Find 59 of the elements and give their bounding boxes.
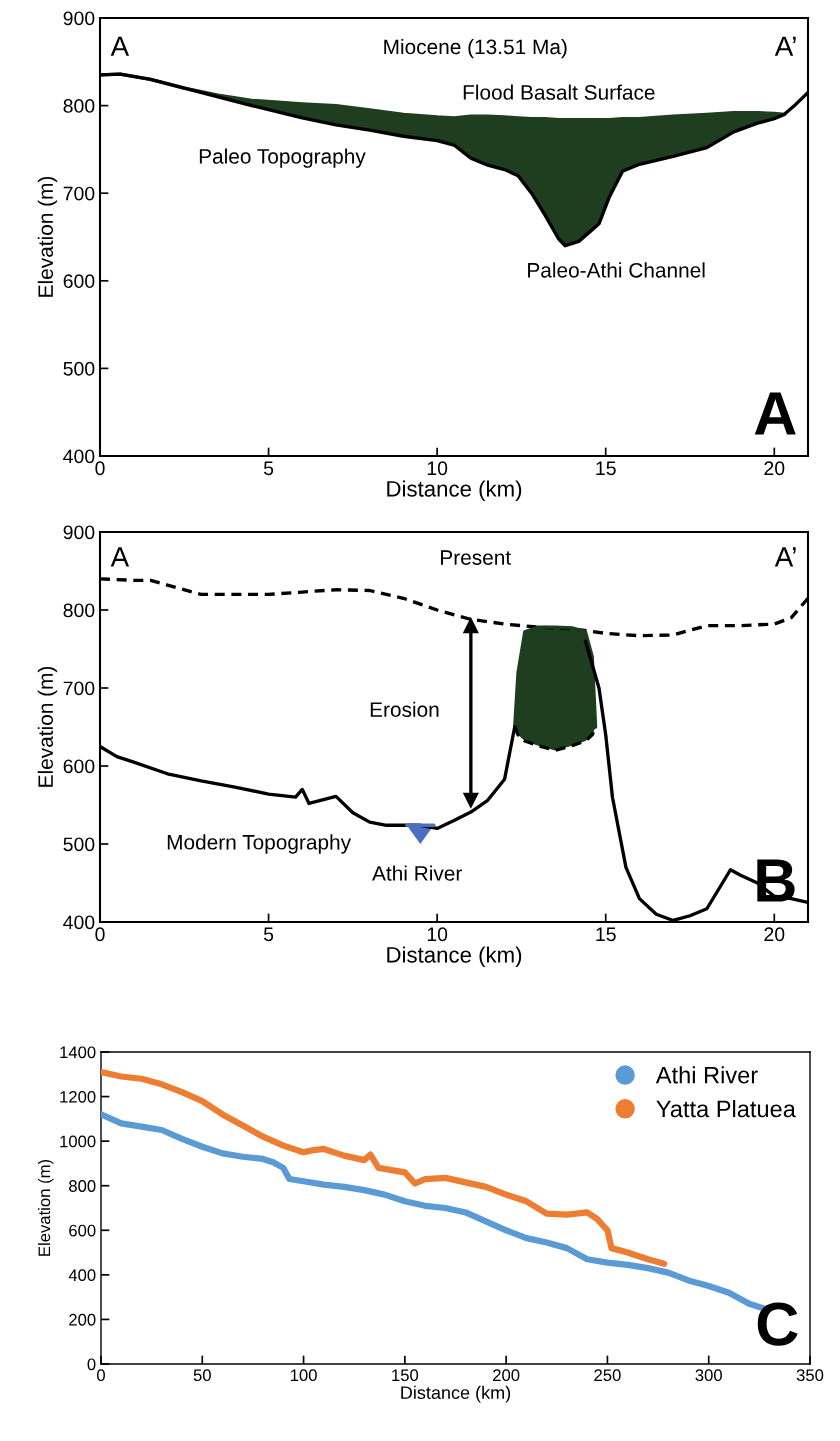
x-tick-label: 5: [263, 461, 274, 476]
x-tick-label: 10: [427, 461, 448, 476]
y-tick-label: 600: [63, 274, 95, 289]
y-tick-label: 800: [63, 603, 95, 618]
y-tick-label: 0: [87, 1358, 96, 1371]
annotation: Erosion: [370, 701, 439, 717]
y-axis-title: Elevation (m): [37, 176, 58, 297]
y-tick-label: 400: [63, 915, 95, 930]
annotation: A’: [774, 547, 796, 567]
x-tick-label: 20: [764, 461, 785, 476]
x-tick-label: 50: [193, 1369, 211, 1382]
y-tick-label: 500: [63, 837, 95, 852]
annotation: C: [757, 1302, 798, 1346]
annotation: Paleo-Athi Channel: [528, 262, 705, 278]
x-tick-label: 15: [596, 461, 616, 476]
annotation: Flood Basalt Surface: [463, 84, 655, 100]
legend-label: Yatta Platuea: [656, 1099, 796, 1118]
y-tick-label: 1400: [60, 1046, 96, 1059]
x-axis-title: Distance (km): [401, 1385, 511, 1403]
y-tick-label: 1200: [60, 1090, 96, 1103]
x-tick-label: 5: [263, 927, 274, 942]
y-tick-label: 400: [63, 449, 95, 464]
y-tick-label: 600: [69, 1224, 96, 1237]
y-tick-label: 900: [63, 525, 95, 540]
y-tick-label: 600: [63, 759, 95, 774]
annotation: A: [110, 547, 130, 567]
x-tick-label: 150: [392, 1369, 419, 1382]
y-tick-label: 400: [68, 1269, 96, 1282]
y-tick-label: 1000: [60, 1135, 96, 1148]
x-tick-label: 200: [493, 1369, 520, 1382]
y-tick-label: 200: [69, 1313, 96, 1326]
y-tick-label: 800: [63, 99, 95, 113]
text: Miocene (13.51 Ma): [384, 38, 567, 59]
line-series: [513, 725, 598, 753]
y-tick-label: 700: [63, 681, 95, 696]
annotation: Athi River: [372, 865, 462, 881]
legend-label: Athi River: [655, 1066, 758, 1084]
y-tick-label: 500: [63, 361, 95, 376]
x-tick-label: 20: [764, 927, 785, 942]
y-axis-title: Elevation (m): [37, 1159, 54, 1256]
y-tick-label: 700: [63, 186, 95, 201]
y-tick-label: 800: [69, 1180, 96, 1192]
x-tick-label: 250: [594, 1369, 621, 1382]
x-tick-label: 300: [695, 1369, 722, 1382]
x-tick-label: 15: [596, 927, 616, 942]
y-tick-label: 900: [63, 11, 95, 26]
x-axis-title: Distance (km): [387, 946, 522, 968]
x-tick-label: 0: [97, 1369, 105, 1382]
y-axis-title: Elevation (m): [37, 666, 58, 787]
annotation: Modern Topography: [167, 834, 352, 854]
x-tick-label: 100: [290, 1369, 317, 1382]
annotation: A: [754, 392, 796, 435]
x-tick-label: 10: [427, 927, 448, 942]
text: Present: [441, 550, 511, 565]
annotation: A: [110, 36, 130, 56]
x-tick-label: 350: [796, 1369, 824, 1382]
x-axis-title: Distance (km): [387, 480, 522, 502]
annotation: Paleo Topography: [199, 148, 366, 168]
annotation: A’: [774, 36, 796, 56]
